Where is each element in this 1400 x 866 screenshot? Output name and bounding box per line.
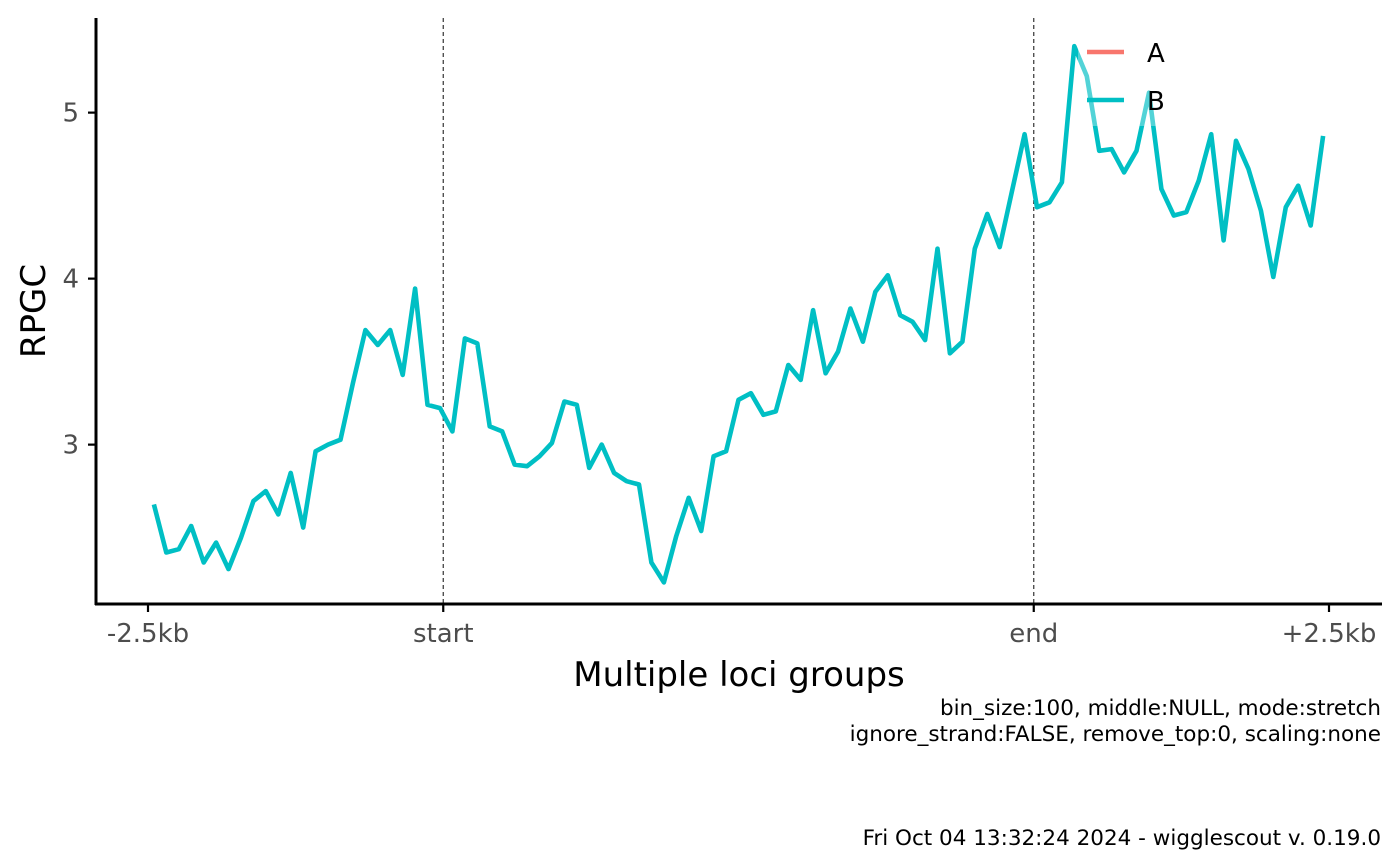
legend-background [1078, 28, 1190, 126]
y-tick-label: 5 [62, 99, 79, 129]
legend-label-B: B [1147, 87, 1165, 117]
legend: AB [1078, 28, 1190, 126]
x-tick-label: start [413, 619, 474, 649]
y-axis-title: RPGC [14, 264, 54, 358]
caption-footer: Fri Oct 04 13:32:24 2024 - wigglescout v… [863, 826, 1381, 851]
x-axis-title: Multiple loci groups [573, 655, 905, 695]
x-tick-label: -2.5kb [107, 619, 189, 649]
y-tick-label: 3 [62, 431, 79, 461]
y-axis-ticks: 3 4 5 [62, 99, 96, 461]
series-line-B [151, 43, 1326, 585]
x-axis-ticks: -2.5kb start end +2.5kb [107, 604, 1377, 649]
y-tick-label: 4 [62, 265, 79, 295]
caption-line-2: ignore_strand:FALSE, remove_top:0, scali… [850, 722, 1381, 747]
plot-area [151, 18, 1326, 604]
legend-label-A: A [1147, 39, 1165, 69]
x-tick-label: end [1009, 619, 1058, 649]
caption-line-1: bin_size:100, middle:NULL, mode:stretch [940, 696, 1381, 721]
x-tick-label: +2.5kb [1282, 619, 1377, 649]
